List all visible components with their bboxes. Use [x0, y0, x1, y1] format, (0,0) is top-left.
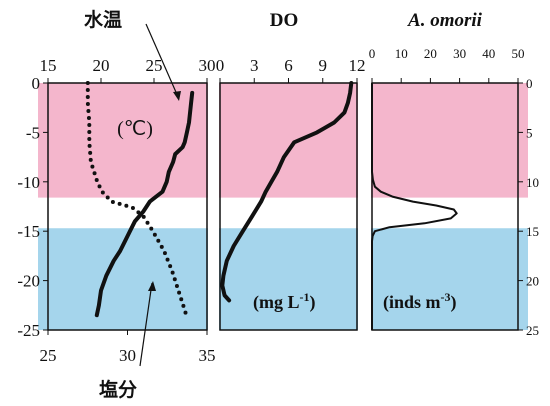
tick-label-depth-right-20: 20 [526, 274, 539, 289]
tick-label-depth--20: -20 [17, 272, 40, 291]
tick-label-do-12: 12 [349, 56, 366, 75]
band-surface-layer [38, 83, 528, 198]
tick-label-sal-25: 25 [40, 346, 57, 365]
tick-label-depth-right-10: 10 [526, 175, 539, 190]
tick-label-temp-25: 25 [146, 56, 163, 75]
arrow-head-salinity [148, 281, 156, 291]
title-do: DO [270, 10, 299, 31]
tick-label-omorii-30: 30 [453, 46, 466, 61]
tick-label-omorii-0: 0 [369, 46, 376, 61]
series-a-omorii-line [371, 83, 458, 330]
water-layer-bands [38, 83, 528, 330]
arrow-to-temperature [145, 23, 180, 100]
tick-label-do-0: 0 [216, 56, 225, 75]
tick-label-depth-right-5: 5 [526, 125, 533, 140]
unit-label-do: (mg L-1) [253, 290, 316, 313]
gap-2-3 [358, 81, 371, 332]
tick-label-sal-30: 30 [119, 346, 136, 365]
tick-label-depth-0: 0 [32, 74, 41, 93]
annotation-arrows [139, 23, 181, 367]
panel-frame-3 [371, 82, 519, 331]
band-bottom-layer [38, 228, 528, 330]
tick-label-do-9: 9 [319, 56, 328, 75]
title-water-temperature: 水温 [84, 9, 122, 31]
tick-label-do-6: 6 [284, 56, 293, 75]
tick-label-depth-right-15: 15 [526, 224, 539, 239]
title-a-omorii: A. omorii [407, 10, 483, 31]
tick-label-temp-15: 15 [40, 56, 57, 75]
tick-label-depth-right-25: 25 [526, 323, 539, 338]
tick-label-omorii-10: 10 [395, 46, 408, 61]
gap-1-2 [208, 81, 219, 332]
series-do-line [220, 81, 354, 303]
tick-label-sal-35: 35 [199, 346, 216, 365]
tick-label-depth--10: -10 [17, 173, 40, 192]
tick-label-omorii-20: 20 [424, 46, 437, 61]
tick-label-depth--15: -15 [17, 222, 40, 241]
tick-label-depth-right-0: 0 [526, 76, 533, 91]
tick-label-temp-30: 30 [199, 56, 216, 75]
tick-label-omorii-50: 50 [512, 46, 525, 61]
tick-label-omorii-40: 40 [482, 46, 495, 61]
arrow-to-salinity [139, 282, 153, 367]
series-salinity-line [85, 81, 189, 318]
annotation-salinity: 塩分 [99, 378, 137, 401]
tick-label-do-3: 3 [250, 56, 259, 75]
unit-label-a-omorii: (inds m-3) [383, 290, 457, 313]
series-temperature-line [94, 90, 195, 318]
arrow-head-temperature [173, 91, 181, 101]
unit-label-temperature: (℃) [117, 118, 153, 140]
tick-label-temp-20: 20 [93, 56, 110, 75]
tick-label-depth--25: -25 [17, 321, 40, 340]
tick-label-depth--5: -5 [26, 123, 40, 142]
data-series [85, 81, 458, 330]
